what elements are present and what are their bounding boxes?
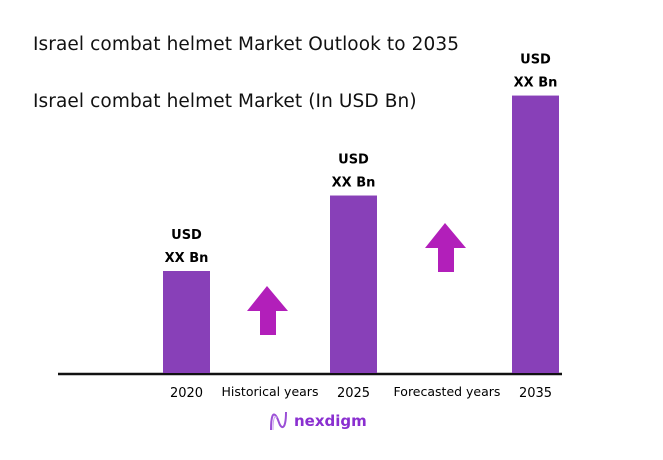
nexdigm-logo-icon bbox=[270, 411, 287, 431]
chart-subtitle: Israel combat helmet Market (In USD Bn) bbox=[33, 91, 417, 112]
period-label-forecasted: Forecasted years bbox=[394, 384, 501, 399]
value-label-amount: XX Bn bbox=[165, 251, 209, 266]
growth-arrow-icon bbox=[247, 286, 288, 335]
value-label-currency: USD bbox=[171, 228, 202, 243]
bar-2035 bbox=[512, 95, 559, 373]
value-label-amount: XX Bn bbox=[332, 176, 376, 191]
nexdigm-logo: nexdigm bbox=[268, 410, 367, 432]
bar-2020 bbox=[163, 271, 210, 373]
x-tick-label: 2025 bbox=[337, 386, 370, 401]
logo-text: nexdigm bbox=[294, 412, 367, 430]
x-tick-label: 2020 bbox=[170, 386, 203, 401]
bar-2025 bbox=[330, 195, 377, 373]
chart-title: Israel combat helmet Market Outlook to 2… bbox=[33, 34, 460, 55]
value-label-amount: XX Bn bbox=[514, 76, 558, 91]
value-label-currency: USD bbox=[520, 53, 551, 68]
value-label-currency: USD bbox=[338, 153, 369, 168]
growth-arrow-icon bbox=[425, 223, 466, 272]
x-tick-label: 2035 bbox=[519, 386, 552, 401]
period-label-historical: Historical years bbox=[222, 384, 319, 399]
